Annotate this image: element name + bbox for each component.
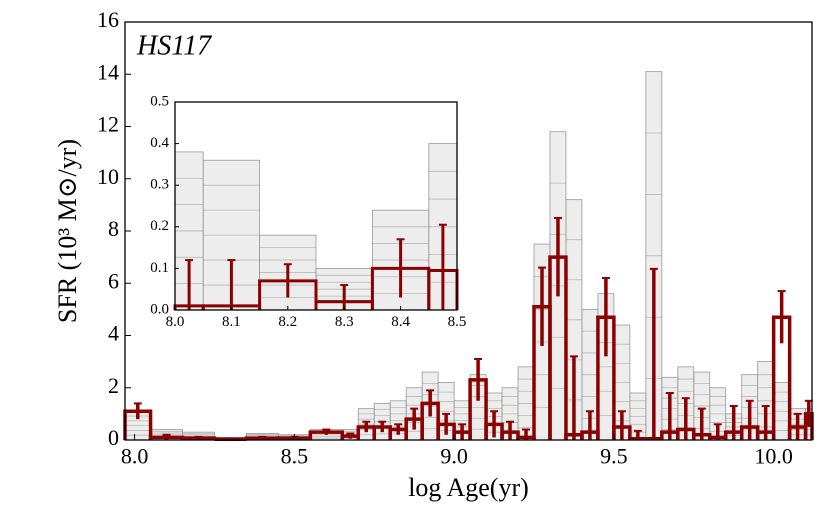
- y-tick-label: 2: [108, 373, 119, 398]
- x-tick-label: 8.1: [222, 314, 241, 330]
- y-tick-label: 0.5: [150, 93, 169, 109]
- y-tick-label: 8: [108, 216, 119, 241]
- x-tick-label: 8.3: [335, 314, 354, 330]
- x-tick-label: 9.5: [600, 444, 628, 469]
- plot: 8.0 8.5 9.0 9.5 10.0 0 2 4 6 8 10 12 14 16 log Age(yr)…: [53, 7, 814, 502]
- x-tick-label: 8.5: [448, 314, 467, 330]
- y-tick-label: 10: [97, 164, 119, 189]
- y-tick-label: 0.0: [150, 301, 169, 317]
- y-tick-label: 0.3: [150, 177, 169, 193]
- y-tick-label: 12: [97, 112, 119, 137]
- annotation: HS117: [136, 30, 212, 61]
- y-tick-label: 14: [97, 59, 119, 84]
- x-tick-label: 8.4: [391, 314, 410, 330]
- x-tick-label: 9.0: [440, 444, 468, 469]
- plot-frame: [174, 101, 458, 311]
- y-tick-label: 16: [97, 7, 119, 32]
- y-tick-label: 0.4: [150, 135, 169, 151]
- x-tick-label: 8.2: [278, 314, 297, 330]
- y-axis-label: SFR (10³ M⊙/yr): [53, 139, 82, 323]
- x-tick-label: 8.5: [281, 444, 309, 469]
- x-tick-label: 8.0: [121, 444, 149, 469]
- y-tick-label: 6: [108, 268, 119, 293]
- plot: 8.0 8.1 8.2 8.3 8.4 8.5 0.0 0.1 0.2 0.3 0.4 0.5: [150, 93, 466, 330]
- x-tick-label: 8.0: [166, 314, 185, 330]
- x-axis-label: log Age(yr): [408, 473, 529, 502]
- y-tick-label: 0: [108, 425, 119, 450]
- x-tick-label: 10.0: [754, 444, 793, 469]
- y-tick-label: 4: [108, 321, 119, 346]
- y-tick-label: 0.1: [150, 260, 169, 276]
- y-tick-label: 0.2: [150, 218, 169, 234]
